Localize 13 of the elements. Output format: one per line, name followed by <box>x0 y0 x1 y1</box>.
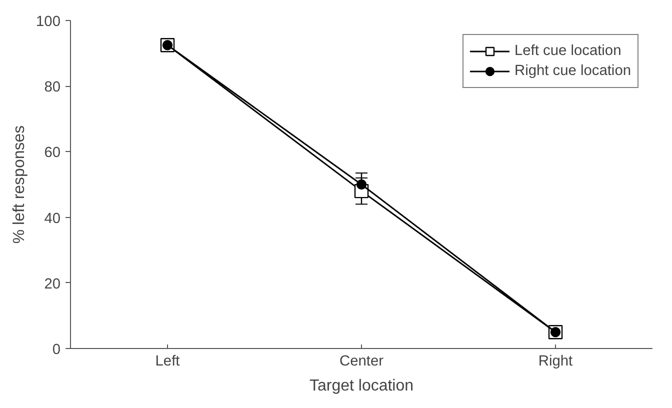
y-tick-label: 40 <box>44 210 61 227</box>
y-tick-label: 60 <box>44 145 61 162</box>
legend-label: Right cue location <box>514 63 631 79</box>
legend-label: Left cue location <box>514 43 622 59</box>
x-tick-label: Left <box>155 354 180 370</box>
x-tick-label: Center <box>340 354 384 370</box>
y-axis-title: % left responses <box>11 125 28 244</box>
x-tick-label: Right <box>538 354 573 370</box>
y-tick-label: 0 <box>52 342 61 358</box>
y-tick-label: 20 <box>44 276 61 292</box>
x-axis-title: Target location <box>309 378 414 394</box>
y-tick-label: 80 <box>44 80 61 96</box>
y-tick-label: 100 <box>36 14 61 30</box>
